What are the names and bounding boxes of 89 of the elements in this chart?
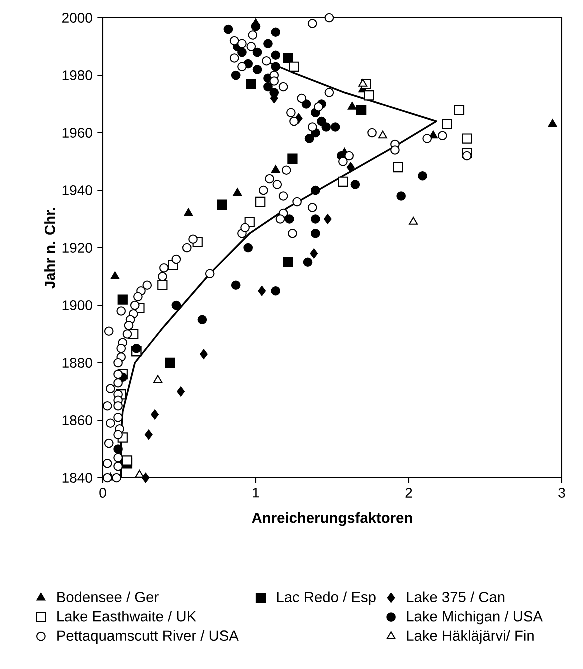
point	[270, 88, 280, 98]
point	[338, 176, 348, 187]
y-tick-label: 1900	[62, 300, 92, 310]
point	[154, 375, 163, 384]
point	[110, 272, 120, 280]
point	[283, 53, 294, 64]
point	[233, 188, 242, 196]
point	[396, 192, 406, 201]
point	[224, 24, 234, 34]
y-axis-title: Jahr n. Chr.	[44, 208, 56, 289]
legend-label: Lake Michigan / USA	[407, 610, 543, 625]
y-tick-label: 1880	[62, 358, 92, 368]
point	[200, 349, 208, 360]
point	[142, 472, 150, 484]
point	[158, 280, 168, 290]
point	[264, 39, 273, 49]
point	[304, 134, 314, 144]
point	[251, 22, 261, 32]
x-tick-label: 2	[406, 488, 412, 498]
point	[324, 214, 332, 224]
point	[330, 122, 340, 132]
point	[165, 358, 176, 368]
point	[271, 50, 281, 60]
point	[264, 82, 273, 92]
point	[348, 102, 357, 110]
point	[310, 228, 320, 238]
legend-label: Pettaquamscutt River / USA	[58, 630, 239, 644]
y-tick-label: 1960	[62, 128, 92, 138]
point	[132, 344, 142, 354]
point	[303, 258, 313, 268]
x-tick-label: 3	[558, 488, 566, 498]
point	[393, 162, 404, 173]
point	[409, 217, 418, 225]
point	[364, 90, 374, 101]
point	[114, 444, 123, 454]
point	[346, 162, 355, 173]
point	[252, 65, 262, 74]
point	[256, 196, 266, 208]
point	[151, 410, 159, 420]
point	[144, 430, 153, 440]
point	[217, 200, 228, 210]
point	[198, 315, 208, 325]
point	[271, 286, 281, 296]
legend-label: Lake Häkläjärvi/ Fin	[407, 630, 534, 644]
point	[356, 104, 367, 116]
point	[288, 154, 298, 164]
point	[462, 134, 472, 144]
point	[454, 104, 465, 116]
point	[172, 300, 182, 310]
x-tick-label: 0	[100, 488, 106, 498]
point	[350, 180, 360, 190]
point	[289, 62, 300, 72]
point	[258, 286, 266, 296]
legend-label: Lake 375 / Can	[407, 592, 505, 602]
y-tick-label: 1860	[62, 416, 92, 426]
point	[135, 470, 144, 478]
point	[177, 386, 185, 397]
legend-label: Bodensee / Ger	[58, 592, 159, 602]
point	[231, 70, 241, 80]
point	[244, 243, 254, 253]
point	[246, 79, 256, 90]
point	[118, 294, 128, 305]
x-tick-label: 1	[253, 488, 260, 498]
point	[442, 119, 452, 130]
x-axis-title: Anreicherungsfaktoren	[252, 512, 412, 526]
point	[284, 214, 294, 224]
y-tick-label: 1940	[62, 186, 92, 196]
legend-label: Lake Easthwaite / UK	[58, 610, 196, 622]
point	[252, 48, 262, 58]
point	[271, 165, 280, 174]
y-tick-label: 2000	[62, 13, 92, 23]
point	[310, 248, 318, 259]
point	[418, 171, 428, 181]
point	[322, 122, 332, 132]
point	[548, 119, 558, 128]
point	[283, 257, 294, 268]
y-tick-label: 1920	[62, 243, 92, 253]
point	[310, 214, 320, 224]
point	[358, 79, 368, 87]
y-tick-label: 1980	[62, 70, 92, 80]
legend-label: Lac Redo / Esp	[277, 592, 376, 606]
point	[310, 186, 320, 196]
y-tick-label: 1840	[62, 473, 92, 483]
point	[231, 280, 241, 290]
point	[184, 208, 194, 216]
point	[271, 62, 281, 72]
point	[378, 130, 388, 139]
point	[122, 456, 133, 466]
point	[271, 28, 281, 38]
